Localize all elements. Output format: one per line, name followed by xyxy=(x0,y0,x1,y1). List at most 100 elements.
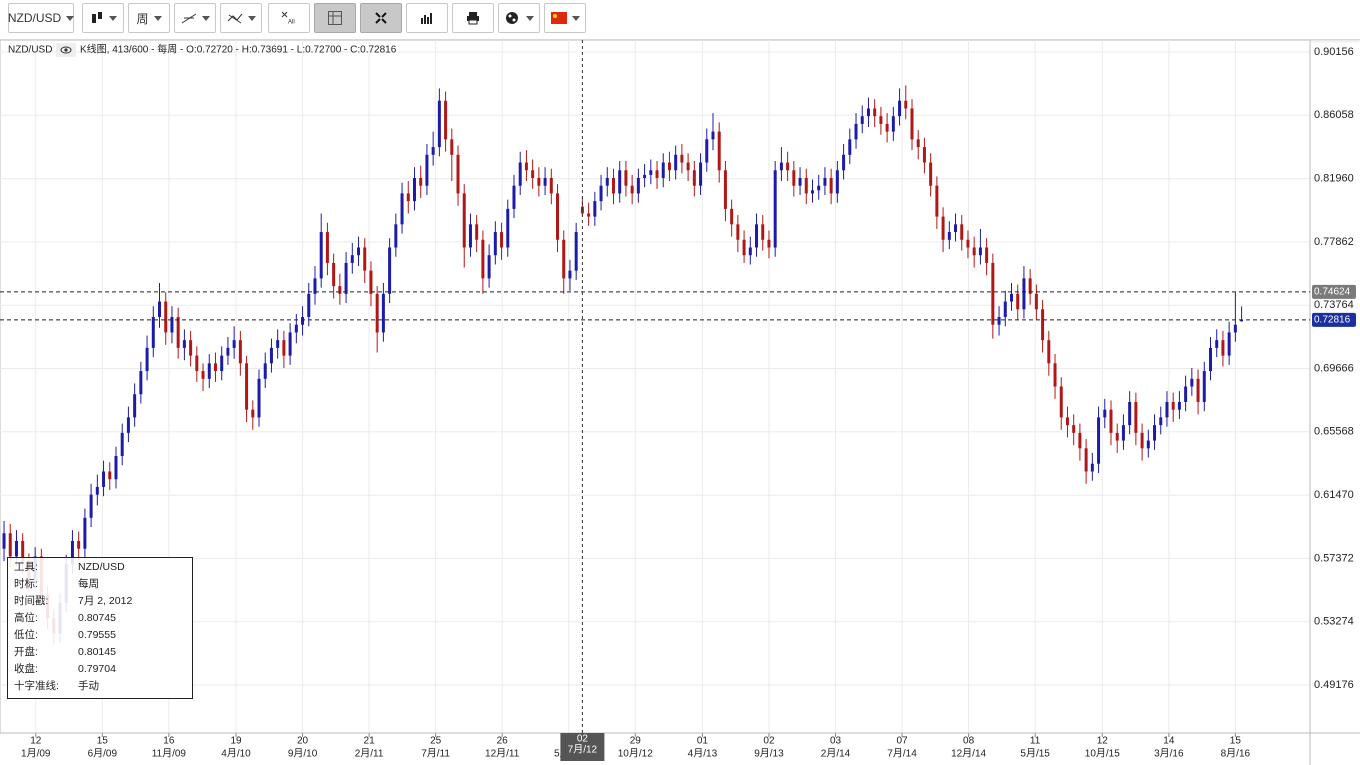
candle-body xyxy=(325,232,329,263)
candle-body xyxy=(810,190,814,194)
crosshair-label: 7月/12 xyxy=(568,744,598,756)
x-tick-label: 7月/14 xyxy=(887,748,917,760)
symbol-label: NZD/USD xyxy=(8,45,52,56)
candle-body xyxy=(1221,340,1225,356)
candle-body xyxy=(1109,409,1113,433)
candle-body xyxy=(854,123,858,140)
x-tick-label: 1月/09 xyxy=(21,748,51,760)
candle-body xyxy=(512,185,516,209)
x-tick-label: 25 xyxy=(430,736,442,747)
candle-body xyxy=(456,154,460,194)
candle-body xyxy=(444,100,448,140)
candle-body xyxy=(549,177,553,194)
candle-body xyxy=(369,270,373,294)
info-label: 时标: xyxy=(14,578,38,590)
y-tick-label: 0.77862 xyxy=(1314,236,1354,248)
icon xyxy=(181,13,196,24)
candle-body xyxy=(170,316,174,333)
x-tick-label: 12 xyxy=(30,736,42,747)
candle-body xyxy=(500,232,504,248)
candle-body xyxy=(655,170,659,178)
x-tick-label: 15 xyxy=(97,736,109,747)
candle-body xyxy=(114,456,118,480)
candle-body xyxy=(798,177,802,186)
price-tag xyxy=(1312,284,1356,299)
candle-body xyxy=(1177,401,1181,410)
clear-all[interactable]: All xyxy=(268,3,310,33)
eye-icon xyxy=(56,43,76,57)
candle-body xyxy=(804,177,808,194)
candle-body xyxy=(363,247,367,271)
candle-body xyxy=(898,100,902,117)
candle-body xyxy=(904,100,908,109)
candle-body xyxy=(991,262,995,325)
line-tools[interactable] xyxy=(174,3,216,33)
x-tick-label: 5月/15 xyxy=(1020,748,1050,760)
candle-body xyxy=(375,293,379,333)
candle-body xyxy=(667,162,671,171)
candle-body xyxy=(77,540,81,549)
candle-body xyxy=(151,316,155,348)
candle-body xyxy=(158,301,162,317)
x-tick-label: 08 xyxy=(963,736,975,747)
theme[interactable] xyxy=(498,3,540,33)
candle-body xyxy=(8,533,12,557)
candle-body xyxy=(593,201,597,217)
candle-body xyxy=(885,123,889,132)
candle-body xyxy=(14,540,18,557)
x-tick-label: 12月/14 xyxy=(951,748,986,760)
candle-body xyxy=(748,247,752,256)
candle-body xyxy=(102,471,106,487)
grid-toggle[interactable] xyxy=(314,3,356,33)
period-select[interactable]: 周 xyxy=(128,3,170,33)
candle-body xyxy=(1153,425,1157,441)
candle-body xyxy=(493,232,497,256)
eye-pupil xyxy=(64,48,68,52)
candle-body xyxy=(89,494,93,518)
info-value: NZD/USD xyxy=(78,561,125,573)
candle-body xyxy=(1240,319,1244,322)
chart-type[interactable] xyxy=(82,3,124,33)
candle-body xyxy=(357,247,361,256)
candle-body xyxy=(1072,425,1076,433)
info-label: 低位: xyxy=(14,628,38,641)
candle-body xyxy=(164,301,168,333)
x-tick-label: 01 xyxy=(697,736,709,747)
candle-body xyxy=(779,162,783,171)
candle-body xyxy=(1190,378,1194,387)
x-tick-label: 07 xyxy=(896,736,908,747)
info-value: 0.79555 xyxy=(78,629,116,641)
candle-body xyxy=(232,340,236,348)
price-tag-label: 0.74624 xyxy=(1314,287,1351,298)
symbol-select[interactable]: NZD/USD xyxy=(8,3,75,33)
candle-body xyxy=(481,239,485,279)
print[interactable] xyxy=(452,3,494,33)
candle-body xyxy=(220,355,224,372)
candle-body xyxy=(891,116,895,132)
x-tick-label: 2月/11 xyxy=(355,748,384,760)
icon xyxy=(550,12,567,24)
y-tick-label: 0.81960 xyxy=(1314,173,1354,185)
fullscreen[interactable] xyxy=(360,3,402,33)
shape-tools[interactable] xyxy=(220,3,262,33)
candle-body xyxy=(120,432,124,457)
candle-body xyxy=(245,363,249,410)
candle-body xyxy=(556,193,560,240)
candle-body xyxy=(1165,401,1169,418)
candle-body xyxy=(487,255,491,279)
candle-body xyxy=(1028,278,1032,294)
candle-body xyxy=(1053,363,1057,387)
candle-body xyxy=(1215,340,1219,348)
candle-body xyxy=(1128,401,1132,426)
info-label: 工具: xyxy=(14,561,38,573)
candle-body xyxy=(705,139,709,163)
indicators[interactable] xyxy=(406,3,448,33)
candle-body xyxy=(562,239,566,279)
eye xyxy=(60,46,72,54)
y-tick-label: 0.86058 xyxy=(1314,109,1354,121)
candle-body xyxy=(189,340,193,356)
info-label: 高位: xyxy=(14,611,38,624)
candle-body xyxy=(207,363,211,379)
y-tick-label: 0.90156 xyxy=(1314,46,1354,58)
language[interactable] xyxy=(544,3,586,33)
